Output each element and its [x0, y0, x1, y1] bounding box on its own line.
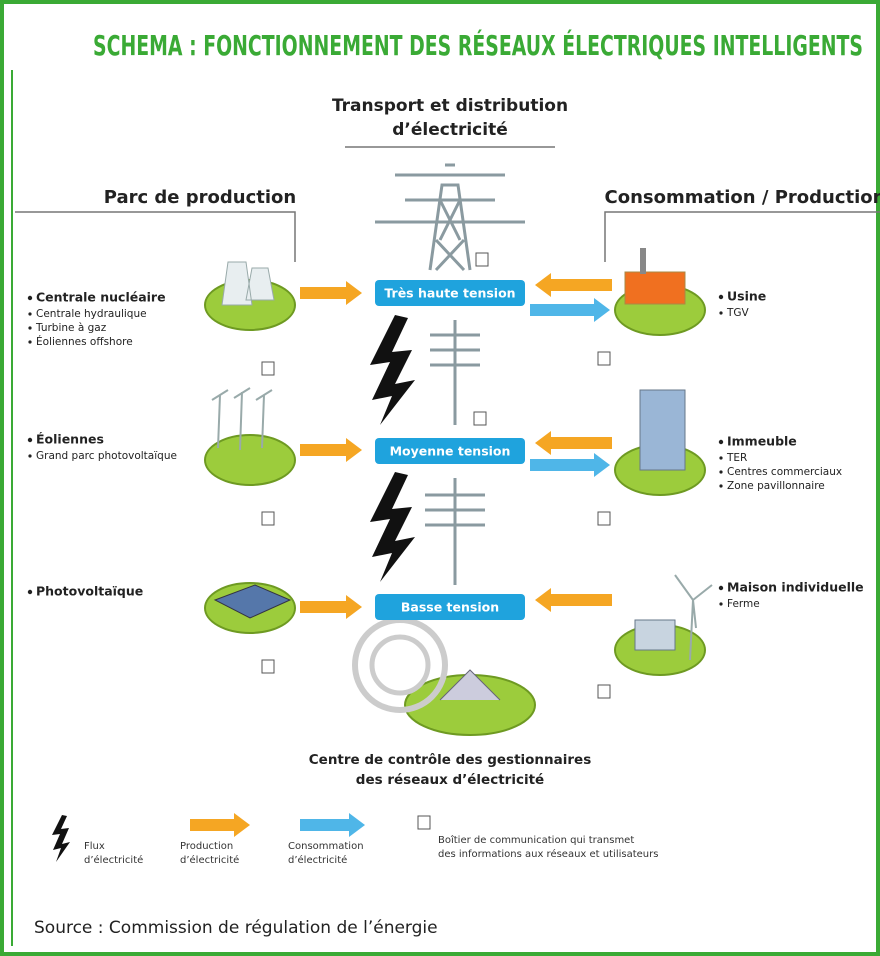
- bullet: [719, 440, 723, 444]
- bullet: [719, 311, 722, 314]
- bullet: [28, 438, 32, 442]
- legend-label: des informations aux réseaux et utilisat…: [438, 848, 658, 860]
- bullet: [28, 312, 31, 315]
- legend-label: Consommation: [288, 841, 364, 852]
- legend-label: Flux: [84, 841, 105, 852]
- legend-box: [418, 816, 430, 829]
- left-item: Éoliennes: [36, 432, 104, 447]
- legend-label: Production: [180, 841, 233, 852]
- control-center-label: Centre de contrôle des gestionnaires: [309, 752, 592, 768]
- frame: [2, 2, 878, 954]
- bullet: [719, 586, 723, 590]
- legend-label: d’électricité: [180, 854, 239, 866]
- right-item: Usine: [727, 289, 766, 304]
- bullet: [719, 295, 723, 299]
- control-center-label: des réseaux d’électricité: [356, 772, 544, 788]
- bullet: [719, 456, 722, 459]
- title: SCHEMA : FONCTIONNEMENT DES RÉSEAUX ÉLEC…: [93, 28, 863, 62]
- source: Source : Commission de régulation de l’é…: [34, 918, 438, 938]
- left-heading: Parc de production: [104, 187, 296, 208]
- page: SCHEMA : FONCTIONNEMENT DES RÉSEAUX ÉLEC…: [0, 0, 880, 956]
- right-item: Immeuble: [727, 434, 797, 449]
- right-item: Ferme: [727, 598, 760, 610]
- right-item: TER: [726, 452, 747, 464]
- left-item: Éoliennes offshore: [36, 335, 133, 348]
- bullet: [719, 602, 722, 605]
- left-item: Centrale nucléaire: [36, 290, 166, 305]
- tension-label: Moyenne tension: [390, 444, 511, 459]
- right-item: Centres commerciaux: [727, 466, 842, 478]
- right-item: TGV: [726, 307, 750, 319]
- bullet: [28, 340, 31, 343]
- legend-label: Boîtier de communication qui transmet: [438, 834, 634, 846]
- bullet: [719, 484, 722, 487]
- bullet: [28, 296, 32, 300]
- transport-heading: Transport et distribution: [332, 96, 568, 116]
- right-item: Zone pavillonnaire: [727, 480, 825, 492]
- bullet: [28, 326, 31, 329]
- left-item: Centrale hydraulique: [36, 308, 147, 320]
- legend-label: d’électricité: [288, 854, 347, 866]
- right-item: Maison individuelle: [727, 580, 864, 595]
- left-item: Turbine à gaz: [35, 322, 107, 334]
- bullet: [719, 470, 722, 473]
- left-item: Photovoltaïque: [36, 584, 143, 599]
- transport-heading: d’électricité: [392, 120, 508, 140]
- right-heading: Consommation / Production: [605, 187, 880, 208]
- bullet: [28, 590, 32, 594]
- bullet: [28, 454, 31, 457]
- box-icon: [476, 253, 488, 266]
- tension-label: Basse tension: [401, 600, 499, 615]
- legend-label: d’électricité: [84, 854, 143, 866]
- tension-label: Très haute tension: [384, 286, 515, 301]
- diagram: SCHEMA : FONCTIONNEMENT DES RÉSEAUX ÉLEC…: [0, 0, 880, 956]
- left-item: Grand parc photovoltaïque: [36, 450, 177, 462]
